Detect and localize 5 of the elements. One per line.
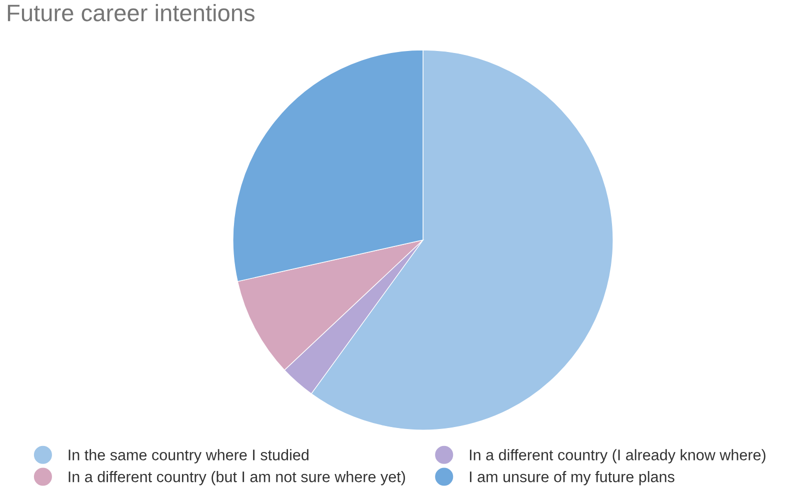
chart-title: Future career intentions [8, 4, 255, 22]
legend-label: In a different country (but I am not sure where yet) [68, 471, 405, 486]
legend-label: I am unsure of my future plans [470, 471, 674, 486]
legend-label: In the same country where I studied [68, 449, 308, 464]
legend-label: In a different country (I already know where) [470, 449, 766, 464]
